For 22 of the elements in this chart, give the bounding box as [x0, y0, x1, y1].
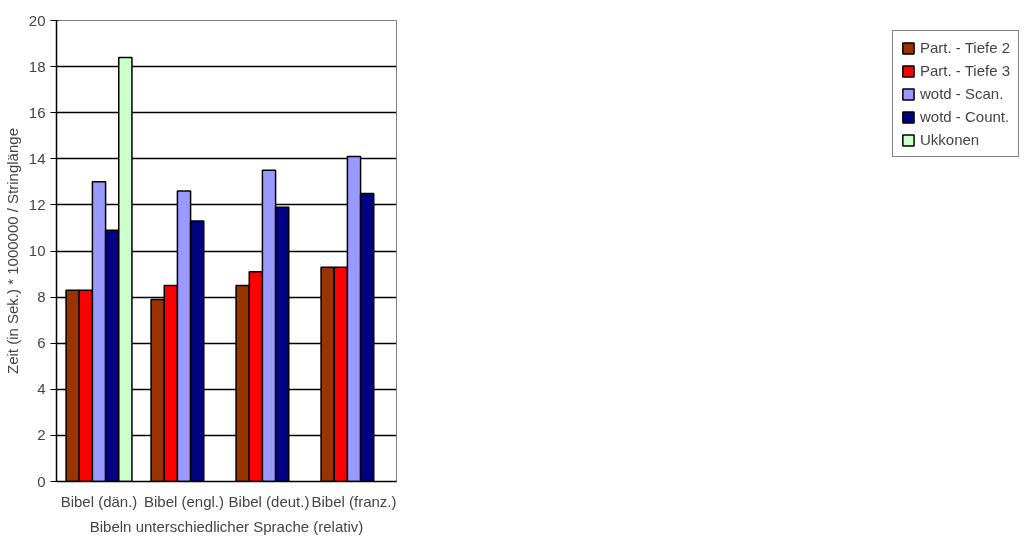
y-tick-label: 2: [37, 426, 46, 444]
legend-label: Ukkonen: [919, 131, 980, 148]
y-tick-label: 16: [28, 103, 46, 121]
y-axis-title: Zeit (in Sek.) * 1000000 / Stringlänge: [3, 128, 21, 374]
legend-label: Part. - Tiefe 2: [919, 39, 1010, 56]
x-tick-label: Bibel (franz.): [311, 492, 397, 510]
y-tick-label: 6: [37, 334, 46, 352]
x-tick-label: Bibel (deut.): [228, 492, 310, 510]
y-tick-label: 0: [37, 472, 46, 490]
y-tick-label: 20: [28, 11, 46, 29]
legend-label: Part. - Tiefe 3: [919, 62, 1010, 79]
y-tick-label: 8: [37, 288, 46, 306]
y-tick-label: 18: [28, 57, 46, 75]
y-tick-label: 12: [28, 195, 46, 213]
legend-label: wotd - Scan.: [919, 85, 1004, 102]
y-tick-label: 14: [28, 149, 46, 167]
legend-label: wotd - Count.: [919, 108, 1010, 125]
y-tick-label: 4: [37, 380, 46, 398]
x-tick-label: Bibel (engl.): [143, 492, 225, 510]
y-tick-label: 10: [28, 242, 46, 259]
x-axis-title: Bibeln unterschiedlicher Sprache (relativ): [89, 517, 364, 535]
x-tick-label: Bibel (dän.): [60, 492, 138, 510]
